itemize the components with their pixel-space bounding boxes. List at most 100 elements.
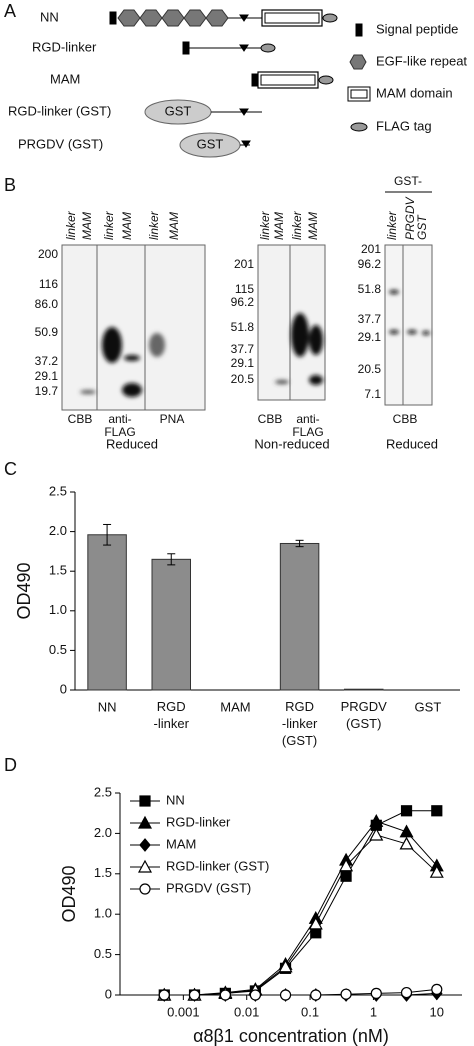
text-line: PRGDV [341,699,388,714]
y-axis-title: OD490 [59,865,79,922]
x-axis-title: α8β1 concentration (nM) [193,1026,389,1046]
marker [400,805,413,817]
legend-label: EGF-like repeat [376,53,467,68]
marker [310,989,322,1001]
y-tick-label: 2.0 [94,825,112,840]
mw-marker: 200 [38,247,58,261]
x-tick-label: RGD -linker (GST) [282,699,318,748]
series-line [164,810,437,996]
mw-marker: 50.9 [35,325,59,339]
stain-label: anti-FLAG [104,412,135,439]
legend-item: NN [130,792,185,807]
mw-marker: 19.7 [35,384,59,398]
y-tick-label: 1.0 [94,906,112,921]
legend-label: MAM domain [376,85,453,100]
legend-item: PRGDV (GST) [130,880,251,895]
text-line: -linker [282,716,318,731]
stain-label: CBB [393,412,418,426]
y-tick-label: 1.0 [49,602,67,617]
legend-marker [139,883,151,895]
marker [308,916,323,930]
y-tick-label: 2.0 [49,523,67,538]
condition-label: Non-reduced [254,436,329,451]
gst-label: GST [197,136,224,151]
y-tick-label: 2.5 [49,483,67,498]
marker [188,989,201,1001]
mam-diagram [251,71,334,89]
construct-label: RGD-linker [32,39,97,54]
x-tick-label: PRGDV (GST) [341,699,388,731]
mw-marker: 116 [39,277,58,291]
lane-label: linker [385,210,399,240]
lane-label: linker [147,210,161,240]
marker [339,858,354,872]
marker [429,864,444,878]
y-tick-label: 0 [60,681,67,696]
prgdv-gst-diagram [179,132,251,158]
marker [219,989,231,1001]
x-tick-label: RGD -linker [154,699,190,731]
bar [279,542,320,691]
text-line: RGD [285,699,314,714]
lane-label: MAM [80,212,94,240]
construct-label: MAM [50,71,80,86]
y-tick-label: 0.5 [94,946,112,961]
bar [87,534,127,691]
y-tick-label: 2.5 [94,784,112,799]
gst-label: GST [165,103,192,118]
condition-label: Reduced [386,436,438,451]
lane-label: MAM [167,212,181,240]
legend-marker [139,795,151,807]
x-tick-label: MAM [220,699,250,714]
legend-marker [139,838,151,852]
y-tick-label: 0.5 [49,642,67,657]
rgd-linker-gst-diagram [144,99,262,125]
text-line: anti- [108,412,131,426]
error-bar [295,539,304,548]
legend-label: RGD-linker [166,814,231,829]
marker [249,989,261,1001]
nn-diagram [109,9,338,27]
x-tick-label: NN [98,699,117,714]
lane-label: PRGDVGST [403,196,429,240]
legend-label: RGD-linker (GST) [166,858,269,873]
marker [278,959,293,973]
series-line [164,834,438,996]
x-tick-label: 1 [370,1004,377,1019]
legend-label: Signal peptide [376,21,458,36]
mw-marker: 37.7 [231,342,255,356]
stain-label: CBB [68,412,93,426]
legend-label: NN [166,792,185,807]
marker [399,836,414,850]
mw-marker: 29.1 [231,356,255,370]
mw-marker: 51.8 [231,320,255,334]
text-line: FLAG [292,425,323,439]
lane-label: linker [102,210,116,240]
text-line: (GST) [282,733,317,748]
x-tick-label: 10 [430,1004,444,1019]
text-line: anti- [296,412,319,426]
x-tick-label: GST [415,699,442,714]
mw-marker: 29.1 [358,330,382,344]
marker [431,983,443,995]
legend-item: MAM [130,836,196,852]
bar [151,558,191,691]
mw-marker: 115 [235,282,254,296]
lane-label: MAM [306,212,320,240]
mw-marker: 37.7 [358,312,382,326]
mw-marker: 96.2 [231,295,255,309]
marker [431,805,443,817]
marker [370,987,382,999]
mw-marker: 86.0 [35,297,59,311]
rgd-linker-diagram [182,41,276,55]
lane-label: linker [64,210,78,240]
series-line [164,820,438,996]
series-line [164,988,437,996]
x-tick-label: 0.001 [167,1004,200,1019]
x-tick-label: 0.01 [234,1004,259,1019]
mw-marker: 201 [234,257,254,271]
text-line: PRGDV [403,196,417,240]
bar [344,688,384,691]
lane-label: linker [290,210,304,240]
